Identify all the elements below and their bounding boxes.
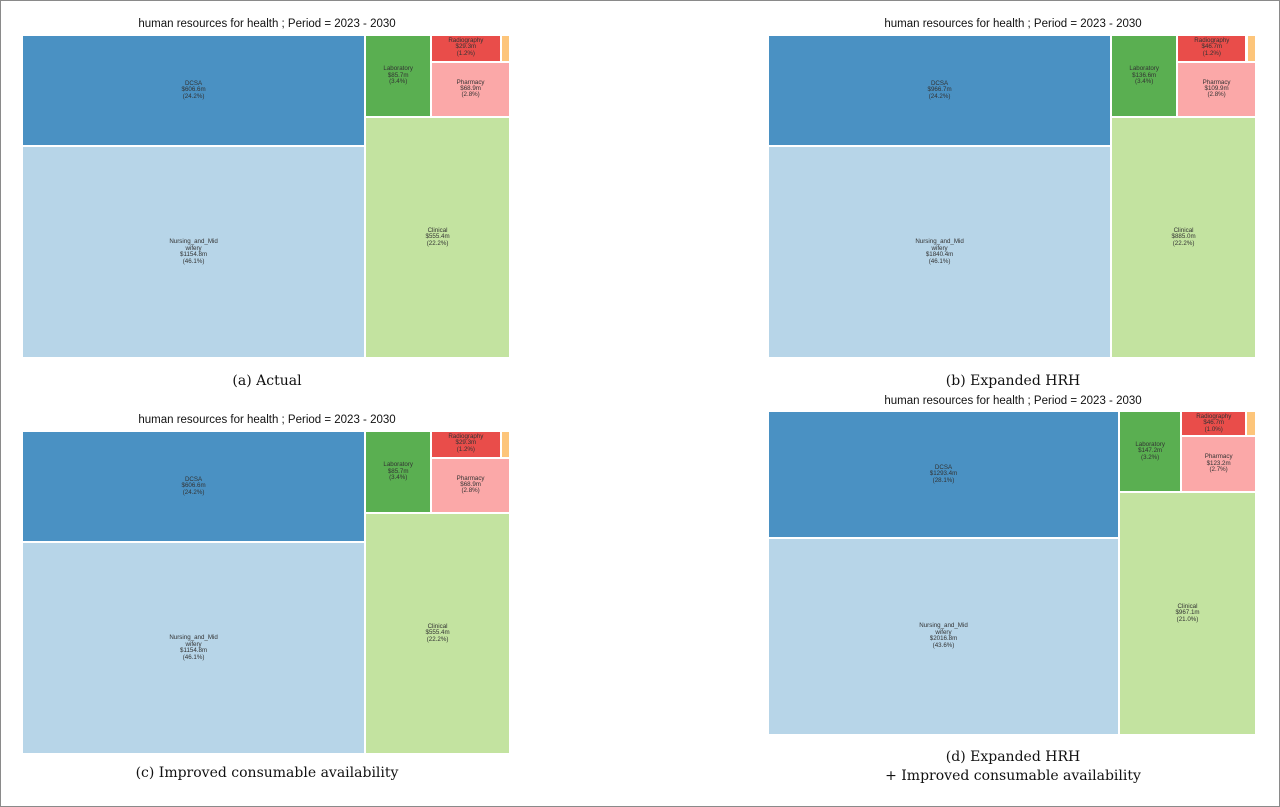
treemap-tile-nursing-and-midwifery: Nursing_and_Mid wifery $2016.8m (43.6%): [768, 537, 1120, 735]
subfigure-caption: (b) Expanded HRH: [768, 372, 1258, 391]
treemap-area: Nursing_and_Mid wifery $1840.4m (46.1%) D…: [768, 35, 1256, 358]
tile-label: Nursing_and_Mid wifery $1154.8m (46.1%): [169, 634, 218, 661]
treemap-tile-pharmacy: Pharmacy $109.9m (2.8%): [1177, 61, 1256, 117]
treemap-tile-pharmacy: Pharmacy $68.9m (2.8%): [431, 61, 510, 117]
tile-label: Nursing_and_Mid wifery $1840.4m (46.1%): [915, 238, 964, 265]
treemap-tile-laboratory: Laboratory $147.2m (3.2%): [1119, 411, 1182, 493]
treemap-tile-clinical: Clinical $555.4m (22.2%): [365, 512, 510, 754]
tile-label: DCSA $1293.4m (28.1%): [929, 463, 958, 484]
treemap-tile-dcsa: DCSA $606.6m (24.2%): [22, 35, 366, 147]
treemap-panel-b: human resources for health ; Period = 20…: [768, 18, 1258, 412]
tile-label: Radiography $46.7m (1.2%): [1194, 37, 1230, 57]
treemap-tile-clinical: Clinical $967.1m (21.0%): [1119, 492, 1256, 735]
tile-label: DCSA $606.6m (24.2%): [181, 476, 206, 496]
treemap-tile-pharmacy: Pharmacy $123.2m (2.7%): [1181, 435, 1256, 493]
tile-label: Laboratory $147.2m (3.2%): [1135, 441, 1165, 461]
tile-label: Pharmacy $123.2m (2.7%): [1204, 453, 1233, 474]
treemap-tile-nursing-and-midwifery: Nursing_and_Mid wifery $1154.8m (46.1%): [22, 542, 366, 754]
treemap-panel-d: human resources for health ; Period = 20…: [768, 395, 1258, 788]
treemap-tile-other: [1246, 35, 1256, 62]
tile-label: DCSA $966.7m (24.2%): [927, 80, 952, 100]
treemap-tile-dcsa: DCSA $966.7m (24.2%): [768, 35, 1112, 147]
tile-label: Clinical $555.4m (22.2%): [425, 226, 450, 247]
chart-title: human resources for health ; Period = 20…: [138, 414, 396, 426]
treemap-tile-clinical: Clinical $555.4m (22.2%): [365, 116, 510, 358]
treemap-tile-other: [1246, 411, 1256, 436]
subfigure-caption: (c) Improved consumable availability: [22, 764, 512, 783]
treemap-tile-pharmacy: Pharmacy $68.9m (2.8%): [431, 457, 510, 513]
subfigure-caption: (d) Expanded HRH + Improved consumable av…: [768, 748, 1258, 786]
treemap-tile-dcsa: DCSA $1293.4m (28.1%): [768, 411, 1120, 538]
tile-label: Pharmacy $68.9m (2.8%): [456, 78, 485, 99]
tile-label: Pharmacy $68.9m (2.8%): [456, 474, 485, 495]
treemap-tile-radiography: Radiography $46.7m (1.2%): [1177, 35, 1247, 62]
treemap-tile-laboratory: Laboratory $85.7m (3.4%): [365, 35, 432, 117]
treemap-tile-other: [500, 431, 510, 458]
caption-line: (c) Improved consumable availability: [135, 765, 399, 781]
treemap-tile-clinical: Clinical $885.0m (22.2%): [1111, 116, 1256, 358]
tile-label: Nursing_and_Mid wifery $1154.8m (46.1%): [169, 238, 218, 265]
treemap-tile-nursing-and-midwifery: Nursing_and_Mid wifery $1840.4m (46.1%): [768, 146, 1112, 358]
tile-label: Clinical $885.0m (22.2%): [1171, 226, 1196, 247]
tile-label: Radiography $29.3m (1.2%): [448, 433, 484, 453]
tile-label: Pharmacy $109.9m (2.8%): [1202, 78, 1231, 99]
tile-label: DCSA $606.6m (24.2%): [181, 80, 206, 100]
treemap-panel-a: human resources for health ; Period = 20…: [22, 18, 512, 412]
tile-label: Radiography $46.7m (1.0%): [1196, 413, 1232, 433]
treemap-tile-laboratory: Laboratory $85.7m (3.4%): [365, 431, 432, 513]
treemap-tile-dcsa: DCSA $606.6m (24.2%): [22, 431, 366, 543]
caption-line: (b) Expanded HRH: [945, 373, 1081, 389]
treemap-area: Nursing_and_Mid wifery $2016.8m (43.6%) D…: [768, 411, 1256, 735]
chart-title: human resources for health ; Period = 20…: [884, 18, 1142, 30]
tile-label: Nursing_and_Mid wifery $2016.8m (43.6%): [919, 622, 968, 649]
tile-label: Laboratory $85.7m (3.4%): [383, 65, 413, 86]
subfigure-caption: (a) Actual: [22, 372, 512, 391]
treemap-tile-radiography: Radiography $29.3m (1.2%): [431, 431, 501, 458]
treemap-tile-radiography: Radiography $46.7m (1.0%): [1181, 411, 1247, 436]
treemap-tile-laboratory: Laboratory $136.6m (3.4%): [1111, 35, 1178, 117]
caption-line: (a) Actual: [232, 373, 302, 389]
chart-title: human resources for health ; Period = 20…: [138, 18, 396, 30]
tile-label: Clinical $967.1m (21.0%): [1175, 603, 1200, 623]
caption-line: + Improved consumable availability: [885, 768, 1141, 784]
tile-label: Radiography $29.3m (1.2%): [448, 37, 484, 57]
tile-label: Clinical $555.4m (22.2%): [425, 622, 450, 643]
chart-title: human resources for health ; Period = 20…: [884, 395, 1142, 407]
tile-label: Laboratory $85.7m (3.4%): [383, 461, 413, 482]
treemap-tile-radiography: Radiography $29.3m (1.2%): [431, 35, 501, 62]
treemap-tile-other: [500, 35, 510, 62]
treemap-area: Nursing_and_Mid wifery $1154.8m (46.1%) D…: [22, 35, 510, 358]
treemap-area: Nursing_and_Mid wifery $1154.8m (46.1%) D…: [22, 431, 510, 754]
caption-line: (d) Expanded HRH: [945, 749, 1081, 765]
treemap-tile-nursing-and-midwifery: Nursing_and_Mid wifery $1154.8m (46.1%): [22, 146, 366, 358]
tile-label: Laboratory $136.6m (3.4%): [1129, 65, 1159, 86]
treemap-panel-c: human resources for health ; Period = 20…: [22, 414, 512, 804]
